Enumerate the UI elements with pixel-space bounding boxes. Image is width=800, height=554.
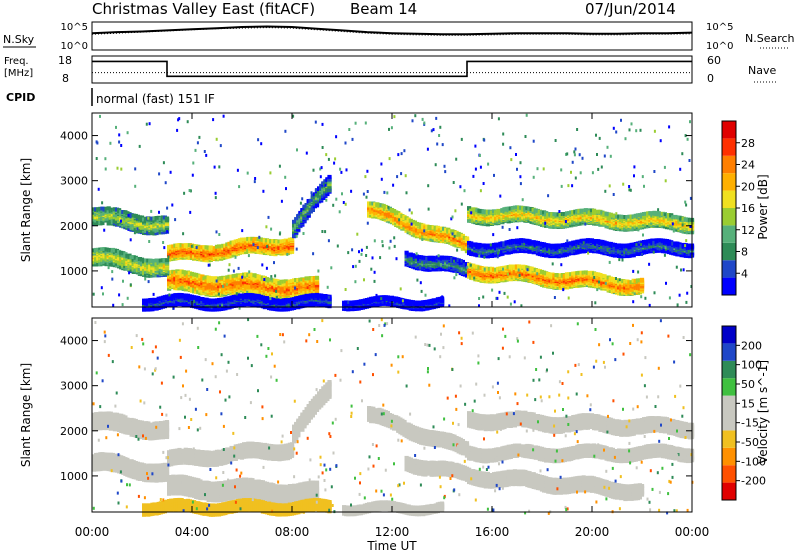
power-cell [314, 275, 320, 280]
power-cell [183, 281, 188, 285]
cpid-label: CPID [6, 91, 35, 104]
power-cell [133, 213, 138, 218]
power-cell [221, 275, 226, 280]
power-cell [246, 284, 251, 289]
power-cell [246, 276, 251, 281]
power-cell [171, 244, 176, 249]
power-cell [158, 228, 163, 233]
noise-tick-left-bottom: 10^0 [61, 41, 88, 52]
power-cell [183, 243, 188, 248]
nsky-label: N.Sky [3, 33, 35, 46]
figure-title: Christmas Valley East (fitACF) [92, 0, 315, 18]
noise-panel [91, 21, 693, 51]
freq-line [92, 60, 692, 78]
noise-tick-left-top: 10^5 [61, 22, 88, 33]
power-cell [208, 276, 213, 281]
power-cell [314, 201, 320, 206]
power-cell [221, 281, 226, 285]
nave-label: Nave [748, 64, 776, 77]
cpid-value: normal (fast) 151 IF [96, 92, 215, 106]
power-cell [246, 289, 251, 294]
power-cell [108, 207, 113, 212]
power-cell [108, 218, 113, 223]
power-cell [164, 258, 170, 263]
freq-label: Freq. [4, 56, 29, 67]
freq-lines [92, 60, 692, 78]
power-cell [171, 253, 176, 258]
power-cell [146, 221, 151, 225]
power-cell [164, 222, 170, 227]
power-cell [233, 239, 238, 244]
power-cell [246, 248, 251, 253]
power-cell [121, 210, 126, 214]
freq-unit: [MHz] [4, 68, 33, 79]
power-cell [171, 269, 176, 274]
noise-tick-right-top: 10^5 [706, 22, 733, 33]
power-cell [246, 236, 251, 241]
power-cell [96, 207, 101, 212]
power-cell [221, 243, 226, 248]
noise-lines [91, 25, 693, 36]
noise-line-0 [91, 25, 693, 36]
power-cell [183, 270, 188, 275]
noise-line-1 [91, 27, 693, 36]
power-cell [171, 279, 176, 284]
power-cell [164, 216, 170, 221]
power-cell [121, 216, 126, 221]
power-cell [196, 244, 201, 249]
power-cells [92, 113, 695, 312]
power-cell [289, 237, 295, 242]
date-label: 07/Jun/2014 [585, 0, 676, 18]
power-cell [233, 273, 238, 278]
power-cell [171, 282, 176, 287]
power-cell [208, 245, 213, 250]
power-cell [464, 236, 470, 241]
power-cell [327, 185, 332, 190]
freq-tick-top: 18 [58, 54, 72, 67]
power-cell [164, 226, 170, 231]
power-cell [246, 273, 251, 277]
power-cell [158, 217, 163, 221]
nave-tick-top: 60 [707, 54, 721, 67]
noise-tick-right-bottom: 10^0 [706, 41, 733, 52]
nsearch-label: N.Search [745, 32, 795, 45]
freq-tick-bottom: 8 [62, 72, 69, 85]
nave-tick-bottom: 0 [707, 72, 714, 85]
power-cell [233, 275, 238, 280]
power-cell [196, 273, 201, 278]
power-cell [121, 223, 126, 228]
power-cell [146, 225, 151, 230]
power-cell [327, 174, 332, 179]
frequency-panel [91, 55, 693, 84]
beam-label: Beam 14 [350, 0, 417, 18]
